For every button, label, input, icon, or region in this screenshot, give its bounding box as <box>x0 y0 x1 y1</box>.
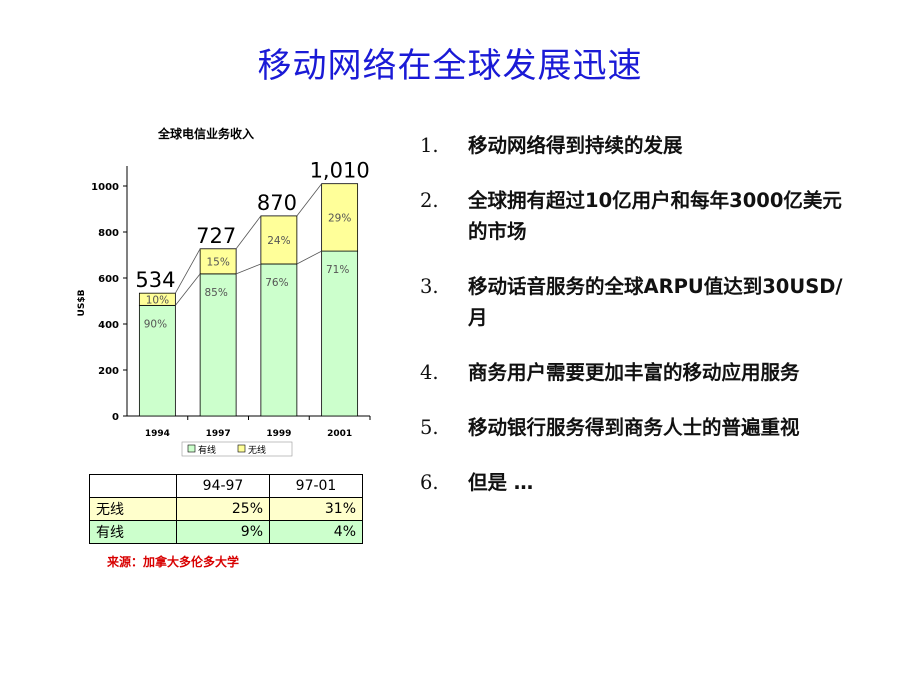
x-tick-label: 2001 <box>327 429 352 439</box>
list-item-number: 4. <box>420 361 439 384</box>
x-tick-label: 1994 <box>145 429 170 439</box>
bar-segment-wireless <box>138 292 176 306</box>
list-item-text: 移动网络得到持续的发展 <box>468 134 683 157</box>
x-tick-label: 1997 <box>206 429 231 439</box>
bar-segment-wired <box>138 304 176 417</box>
connector-line <box>235 263 262 275</box>
data-label-total: 727 <box>196 224 236 248</box>
list-item: 6. 但是 … <box>420 467 860 498</box>
bar-segment-wireless <box>199 248 237 275</box>
data-label-total: 534 <box>135 268 175 292</box>
table-header-cell: 97-01 <box>269 474 363 498</box>
source-note: 来源：加拿大多伦多大学 <box>107 555 240 569</box>
list-item-text: 但是 … <box>468 471 534 494</box>
data-label-share: 15% <box>206 256 229 268</box>
bar-segment-wireless <box>260 215 298 265</box>
table-header-row: 94-97 97-01 <box>89 474 363 498</box>
connector-line <box>175 248 201 294</box>
legend-swatch <box>187 444 196 453</box>
legend-box <box>181 441 293 457</box>
list-item-number: 6. <box>420 471 439 494</box>
y-tick-label: 200 <box>98 366 119 377</box>
connector-line <box>175 273 201 306</box>
bullet-list: 1. 移动网络得到持续的发展 2. 全球拥有超过10亿用户和每年3000亿美元的市场… <box>420 130 860 522</box>
data-label-share: 71% <box>326 264 349 276</box>
legend-label: 有线 <box>198 444 216 456</box>
list-item-text: 全球拥有超过10亿用户和每年3000亿美元的市场 <box>468 189 842 243</box>
table-row: 有线 9% 4% <box>89 520 363 544</box>
list-item-text: 商务用户需要更加丰富的移动应用服务 <box>468 361 800 384</box>
list-item: 5. 移动银行服务得到商务人士的普遍重视 <box>420 412 860 443</box>
list-item-number: 3. <box>420 275 439 298</box>
x-tick-label: 1999 <box>266 429 291 439</box>
list-item: 1. 移动网络得到持续的发展 <box>420 130 860 161</box>
chart-title: 全球电信业务收入 <box>157 126 254 141</box>
y-axis-label: US$B <box>77 289 87 316</box>
list-item-number: 2. <box>420 189 439 212</box>
bar-segment-wireless <box>321 183 359 252</box>
data-label-share: 10% <box>146 294 169 306</box>
list-item-text: 移动话音服务的全球ARPU值达到30USD/月 <box>468 275 843 329</box>
revenue-chart: 全球电信业务收入 US$B 0 200 400 600 800 1000 1994 90% 10% 5… <box>77 126 371 457</box>
table-cell: 9% <box>176 520 270 544</box>
connector-line <box>296 250 322 265</box>
data-label-share: 85% <box>204 287 227 299</box>
data-label-total: 1,010 <box>310 159 370 183</box>
y-tick-label: 600 <box>98 274 119 285</box>
legend-swatch <box>237 444 246 453</box>
slide-title: 移动网络在全球发展迅速 <box>257 46 643 86</box>
table-cell: 4% <box>269 520 363 544</box>
legend-label: 无线 <box>248 444 266 456</box>
data-label-share: 76% <box>265 277 288 289</box>
connector-line <box>235 215 262 250</box>
data-label-total: 870 <box>257 191 297 215</box>
list-item-text: 移动银行服务得到商务人士的普遍重视 <box>468 416 800 439</box>
table-cell: 25% <box>176 497 270 521</box>
y-tick-label: 1000 <box>91 182 119 193</box>
data-label-share: 29% <box>328 212 351 224</box>
list-item: 4. 商务用户需要更加丰富的移动应用服务 <box>420 357 860 388</box>
table-row: 无线 25% 31% <box>89 497 363 521</box>
bar-segment-wired <box>321 250 359 417</box>
list-item-number: 1. <box>420 134 439 157</box>
y-tick-label: 400 <box>98 320 119 331</box>
table-header-cell <box>89 474 177 498</box>
list-item: 2. 全球拥有超过10亿用户和每年3000亿美元的市场 <box>420 185 860 247</box>
data-label-share: 24% <box>267 235 290 247</box>
bar-segment-wired <box>199 273 237 417</box>
table-header-cell: 94-97 <box>176 474 270 498</box>
list-item-number: 5. <box>420 416 439 439</box>
bar-segment-wired <box>260 263 298 417</box>
y-tick-label: 800 <box>98 228 119 239</box>
y-tick-label: 0 <box>112 412 119 423</box>
data-label-share: 90% <box>144 318 167 330</box>
connector-line <box>296 183 322 217</box>
table-row-label: 无线 <box>89 497 177 521</box>
table-cell: 31% <box>269 497 363 521</box>
growth-rate-table: 94-97 97-01 无线 25% 31% 有线 9% 4% <box>89 474 363 544</box>
list-item: 3. 移动话音服务的全球ARPU值达到30USD/月 <box>420 271 860 333</box>
table-row-label: 有线 <box>89 520 177 544</box>
